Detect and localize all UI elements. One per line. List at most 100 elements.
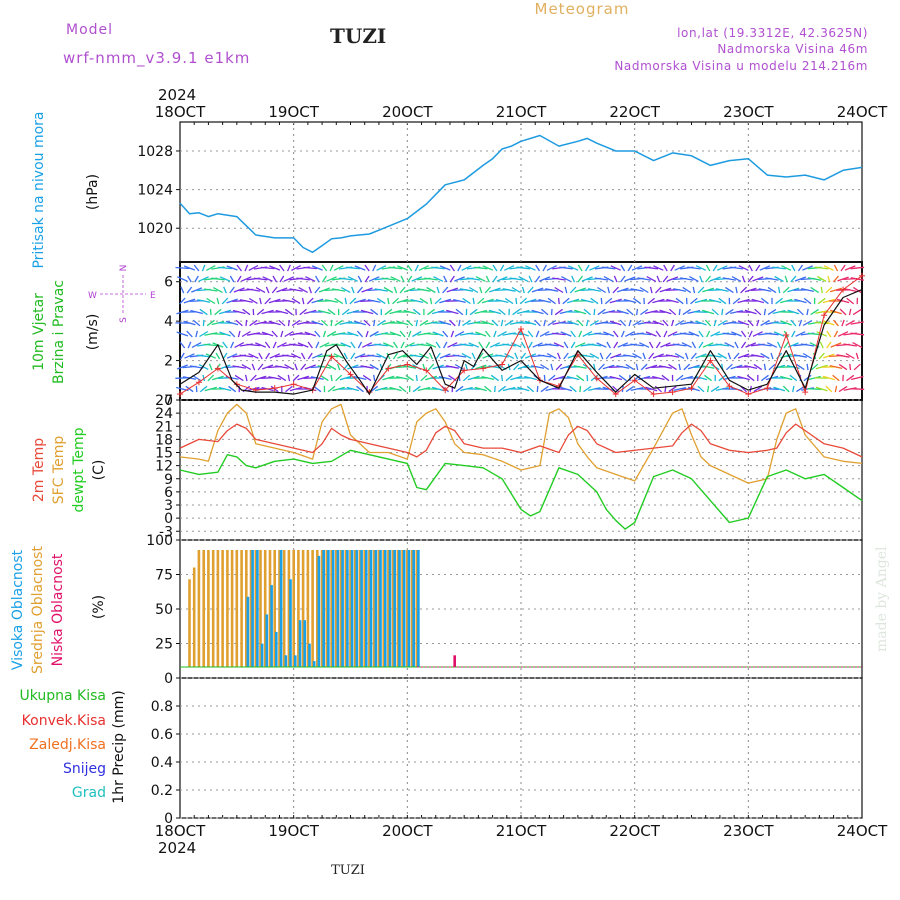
wind-arrow [248,353,259,359]
wind-arrow [255,342,267,348]
wind-arrow [215,352,221,360]
wind-arrow [853,286,862,294]
cloud-high-bar [298,620,302,667]
wind-speed-line [179,289,863,395]
wind-arrow [455,385,464,393]
wind-arrow [326,276,337,282]
wind-arrow [555,363,563,371]
wind-arrow [673,288,687,292]
wind-arrow [445,365,459,369]
compass-s: S [119,317,129,323]
wind-arrow [711,308,719,316]
y-tick-label: 1024 [137,183,173,199]
cloud-mid-bar [197,550,201,667]
wind-arrow [520,341,526,349]
compass-w: W [88,291,97,301]
wind-arrow [179,341,186,349]
wind-arrow [581,276,593,282]
wind-arrow [294,363,298,371]
wind-arrow [801,387,815,391]
wind-arrow [206,297,216,305]
wind-arrow [787,287,800,293]
wind-arrow [239,299,253,303]
wind-arrow [576,374,585,382]
wind-arrow [290,353,302,359]
wind-arrow [674,265,685,271]
wind-arrow [784,275,788,283]
wind-arrow [175,266,190,270]
cloud-high-bar [317,555,321,667]
wind-arrow [729,321,744,325]
wind-arrow [794,298,807,304]
wind-arrow [424,277,438,281]
wind-arrow [464,363,469,371]
cloud-mid-bar [207,550,210,667]
wind-arrow [594,332,609,336]
meteogram-label: Meteogram [535,0,630,18]
wind-arrow [420,374,428,382]
wind-arrow [492,275,498,283]
wind-arrow [545,386,559,392]
wind-arrow [504,319,514,327]
wind-arrow [550,363,554,371]
wind-arrow [527,286,534,294]
wind-arrow [631,265,643,271]
wind-arrow [802,352,813,360]
wind-arrow [501,374,504,382]
wind-arrow [284,364,294,370]
wind-arrow [333,265,344,271]
wind-arrow [780,320,792,326]
x-tick-label-top: 20OCT [382,103,433,121]
wind-arrow [590,297,599,305]
compass-rose: N W E S [88,265,156,323]
wind-arrow [670,319,675,327]
wind-arrow [569,286,577,294]
wind-arrow [603,276,614,282]
wind-arrow [271,286,278,294]
wind-arrow [732,297,741,305]
wind-arrow [602,309,615,315]
wind-arrow [574,342,586,348]
wind-arrow [237,330,241,338]
wind-arrow [601,266,616,270]
wind-arrow [596,342,607,348]
wind-arrow [733,352,740,360]
wind-arrow [184,353,195,359]
wind-arrow [559,266,573,270]
wind-arrow [207,374,215,382]
wind-arrow [424,332,438,336]
precip-label-conv: Konvek.Kisa [22,713,106,729]
wind-arrow [645,364,658,370]
wind-arrow [425,375,438,381]
wind-arrow [612,330,619,338]
wind-arrow [223,286,227,294]
wind-arrow [417,343,431,347]
grid-lines [176,122,862,819]
wind-arrow [528,341,533,349]
wind-arrow [829,364,843,370]
x-tick-label-top: 21OCT [496,103,547,121]
wind-arrow [390,276,401,282]
wind-arrow [810,286,819,294]
cloud-mid-bar [406,550,409,667]
wind-arrow [536,385,539,393]
wind-arrow [276,287,288,293]
wind-arrow [603,331,615,337]
wind-arrow [218,309,232,315]
wind-arrow [297,342,309,348]
wind-arrow [211,320,225,326]
wind-arrow [571,275,576,283]
wind-arrow [612,286,619,294]
y-tick-label: 0.6 [151,727,173,743]
wind-arrow [312,353,323,359]
wind-arrow [199,385,208,393]
wind-arrow [817,275,827,283]
wind-arrow [656,275,661,283]
wind-arrow [576,319,584,327]
wind-arrow [510,375,523,381]
cloud-mid-bar [316,550,319,667]
wind-arrow [275,309,289,315]
wind-arrow [443,341,448,349]
wind-arrow [735,286,738,294]
wind-arrow [357,275,363,283]
